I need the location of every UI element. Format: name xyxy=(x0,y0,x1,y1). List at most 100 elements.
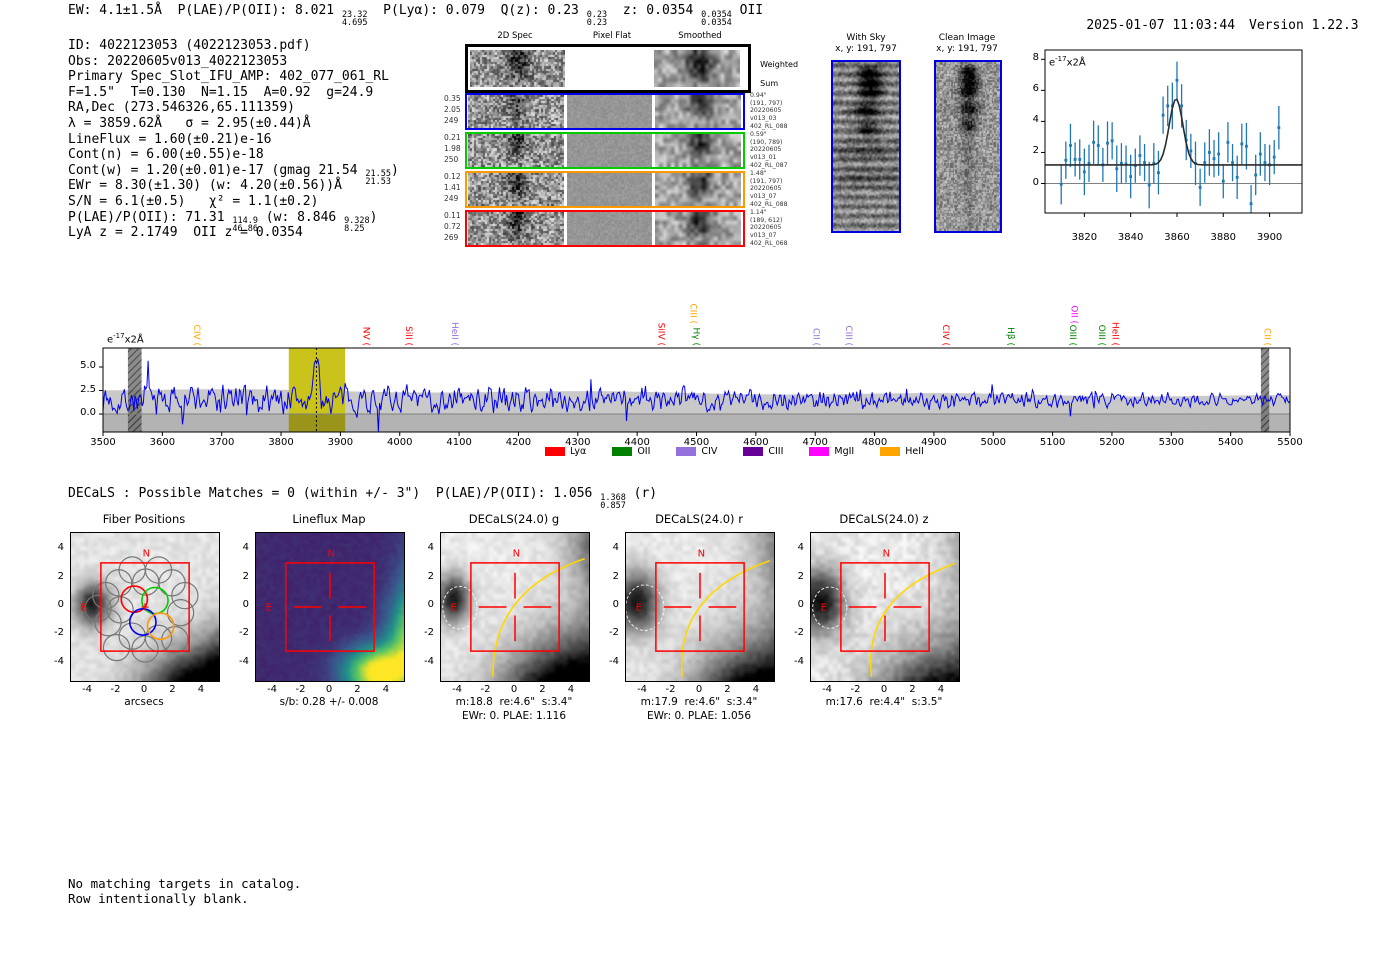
fiber-cutout-row xyxy=(465,93,745,130)
panel-x-tick: 2 xyxy=(354,684,361,695)
fiber-cutout-row xyxy=(465,210,745,247)
cutout-overlay: NE xyxy=(812,548,955,677)
cutout-image xyxy=(441,533,589,681)
spectrum-legend: Lyα OII CIV CIII MgII HeII xyxy=(545,446,940,457)
text-segment: Cont(w) = 1.20(±0.01)e-17 (gmag 21.54 xyxy=(68,162,366,178)
col-header-smoothed: Smoothed xyxy=(678,31,722,41)
compass-east-label: E xyxy=(266,603,272,614)
inset-x-tick: 3880 xyxy=(1210,232,1236,243)
spectral-line-label: OIII ( xyxy=(1066,324,1077,346)
clean-image xyxy=(936,62,1000,231)
legend-swatch xyxy=(676,447,697,456)
panel-x-tick: 4 xyxy=(382,684,390,695)
cutout-caption: EWr: 0. PLAE: 1.116 xyxy=(461,710,567,722)
row-pixelflat-image xyxy=(567,95,652,128)
cutout-overlay: NE xyxy=(266,548,375,652)
panel-y-tick: -2 xyxy=(609,627,619,639)
compass-north-label: N xyxy=(698,548,705,559)
fraction-upper: 9.328 xyxy=(344,216,370,227)
text-segment: (r) xyxy=(625,486,658,501)
row-smoothed-image xyxy=(655,212,741,245)
panel-x-tick: 2 xyxy=(169,684,176,695)
mainspec-x-tick: 4700 xyxy=(802,437,828,448)
compass-north-label: N xyxy=(328,548,335,559)
text-segment: LineFlux = 1.60(±0.21)e-16 xyxy=(68,131,272,147)
panel-y-tick: 0 xyxy=(57,599,64,610)
info-line: EWr = 8.30(±1.30) (w: 4.20(±0.56))Å xyxy=(68,178,488,194)
panel-y-tick: 0 xyxy=(242,599,249,610)
inset-y-tick: 0 xyxy=(1032,176,1039,188)
text-segment: Cont(n) = 6.00(±0.55)e-18 xyxy=(68,147,264,163)
version-text: Version 1.22.3 xyxy=(1249,18,1359,33)
panel-y-tick: 4 xyxy=(612,542,619,554)
info-line: P(LAE)/P(OII): 71.31 114.9 46.86 (w: 8.84… xyxy=(68,209,488,234)
unit-suffix: x2Å xyxy=(1066,57,1086,69)
inset-y-tick: 2 xyxy=(1032,145,1039,157)
fraction-lower: 8.25 xyxy=(344,224,365,235)
fraction-upper: 0.23 xyxy=(586,9,608,20)
info-line: Obs: 20220605v013_4022123053 xyxy=(68,54,488,70)
panel-y-tick: 2 xyxy=(612,570,619,582)
text-segment: ) xyxy=(369,209,378,225)
cutout-caption: arcsecs xyxy=(124,696,164,708)
mainspec-x-tick: 4200 xyxy=(505,437,532,448)
unit-mantissa: e xyxy=(1049,57,1056,69)
panel-x-tick: 0 xyxy=(695,684,703,695)
mainspec-x-tick: 5200 xyxy=(1099,437,1125,448)
info-line: F=1.5" T=0.130 N=1.15 A=0.92 g=24.9 xyxy=(68,85,488,101)
spectral-line-label: CIV ( xyxy=(190,324,201,346)
unit-exponent: -17 xyxy=(113,332,125,340)
fraction-upper: 21.55 xyxy=(365,169,392,180)
compass-north-label: N xyxy=(143,548,150,559)
panel-y-tick: -4 xyxy=(239,655,249,667)
inset-x-tick: 3900 xyxy=(1256,232,1283,243)
stacked-fraction: 9.328 8.25 xyxy=(344,216,370,235)
row-weight-labels: 0.11 0.72 269 xyxy=(444,211,461,242)
legend-label: CIII xyxy=(768,446,784,457)
panel-y-tick: 2 xyxy=(242,570,249,582)
info-line: ID: 4022123053 (4022123053.pdf) xyxy=(68,38,488,54)
panel-x-tick: 2 xyxy=(909,684,916,695)
panel-y-tick: 0 xyxy=(797,599,804,610)
info-line: Cont(n) = 6.00(±0.55)e-18 xyxy=(68,147,488,163)
panel-y-tick: -4 xyxy=(609,655,619,667)
mainspec-x-tick: 3800 xyxy=(268,437,294,448)
panel-y-tick: 0 xyxy=(427,599,434,610)
cutout-panel-title: DECaLS(24.0) r xyxy=(655,512,743,526)
note-line-2: Row intentionally blank. xyxy=(68,891,249,906)
mainspec-x-tick: 5400 xyxy=(1217,437,1244,448)
panel-x-tick: -4 xyxy=(452,684,463,695)
full-spectrum-plot xyxy=(99,347,1291,436)
text-segment: F=1.5" T=0.130 N=1.15 A=0.92 g=24.9 xyxy=(68,84,374,100)
cutout-panel-title: DECaLS(24.0) g xyxy=(468,512,560,526)
panel-y-tick: -2 xyxy=(794,627,804,639)
legend-item: Lyα xyxy=(545,446,586,457)
col-header-pixelflat: Pixel Flat xyxy=(592,31,632,41)
legend-swatch xyxy=(743,447,764,456)
compass-east-label: E xyxy=(81,603,87,614)
with-sky-image xyxy=(833,62,899,231)
cutout-panel-title: Fiber Positions xyxy=(102,512,186,526)
inset-x-tick: 3820 xyxy=(1071,232,1098,243)
mainspec-x-tick: 3600 xyxy=(149,437,176,448)
stacked-fraction: 23.32 4.695 xyxy=(342,10,368,27)
inset-y-tick: 6 xyxy=(1032,83,1039,95)
text-segment: OII xyxy=(731,3,764,18)
spectral-line-label: OIII ( xyxy=(1095,324,1106,346)
panel-x-tick: -4 xyxy=(822,684,833,695)
mainspec-y-tick: 5.0 xyxy=(80,360,96,371)
panel-y-tick: -4 xyxy=(424,655,434,667)
text-segment: λ = 3859.62Å σ = 2.95(±0.44)Å xyxy=(68,115,311,131)
cutout-image xyxy=(811,533,959,681)
row-pixelflat-image xyxy=(567,134,652,167)
with-sky-cutout xyxy=(831,60,901,233)
text-segment: ) xyxy=(391,162,399,178)
row-pixelflat-image xyxy=(567,173,652,206)
weighted-sum-label: Weighted Sum xyxy=(760,59,799,88)
mainspec-x-tick: 5300 xyxy=(1158,437,1185,448)
row-weight-labels: 0.21 1.98 250 xyxy=(444,133,461,164)
spectral-line-label: CII ( xyxy=(1261,328,1272,346)
compass-east-label: E xyxy=(636,603,642,614)
